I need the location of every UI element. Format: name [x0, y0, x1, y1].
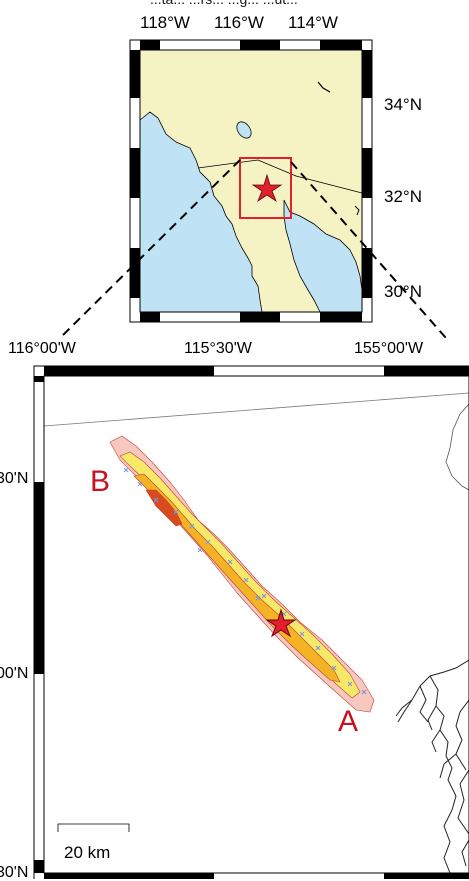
slip-distribution — [109, 435, 375, 713]
main-delta-channels — [395, 659, 469, 874]
inset-highlight-box — [239, 157, 292, 219]
inset-frame — [129, 39, 373, 323]
main-lat-label-middle: 00'N — [0, 665, 29, 682]
slip-contour-inner — [133, 473, 341, 683]
inset-border-line — [197, 159, 363, 194]
inset-pacific-ocean — [139, 111, 263, 313]
epicenter-star-icon — [265, 608, 297, 638]
endpoint-label-a: A — [338, 705, 359, 738]
inset-lon-label-114w: 114°W — [288, 13, 338, 32]
main-lat-label-upper: 30'N — [0, 470, 29, 487]
inset-island — [354, 205, 360, 216]
inset-lat-label-30n: 30°N — [384, 282, 422, 301]
inset-lat-label-34n: 34°N — [384, 95, 422, 114]
inset-lat-label-32n: 32°N — [384, 187, 422, 206]
main-lon-label-115-30w: 115°30'W — [184, 340, 252, 357]
main-coast-upper-right — [445, 403, 469, 491]
zoom-line-left — [59, 159, 241, 339]
main-map-background — [44, 376, 469, 873]
subfault-markers — [123, 467, 367, 695]
main-frame — [33, 365, 469, 879]
inset-salton-sea — [236, 121, 252, 139]
endpoint-label-b: B — [90, 465, 111, 498]
main-lon-label-155-00w: 155°00'W — [354, 340, 424, 357]
scale-bar-label: 20 km — [64, 843, 111, 862]
main-border-line — [43, 392, 469, 427]
scale-bar — [57, 823, 130, 832]
epicenter-star-icon — [251, 173, 283, 203]
inset-lon-label-118w: 118°W — [140, 13, 190, 32]
main-lon-label-116-00w: 116°00'W — [8, 340, 76, 357]
main-lat-label-lower: 30'N — [0, 864, 29, 881]
zoom-line-right — [290, 161, 447, 339]
inset-lon-label-116w: 116°W — [214, 13, 264, 32]
top-header-partial: ...ta... ...rs... ...g... ...ut... — [150, 0, 298, 8]
inset-river — [317, 81, 331, 93]
